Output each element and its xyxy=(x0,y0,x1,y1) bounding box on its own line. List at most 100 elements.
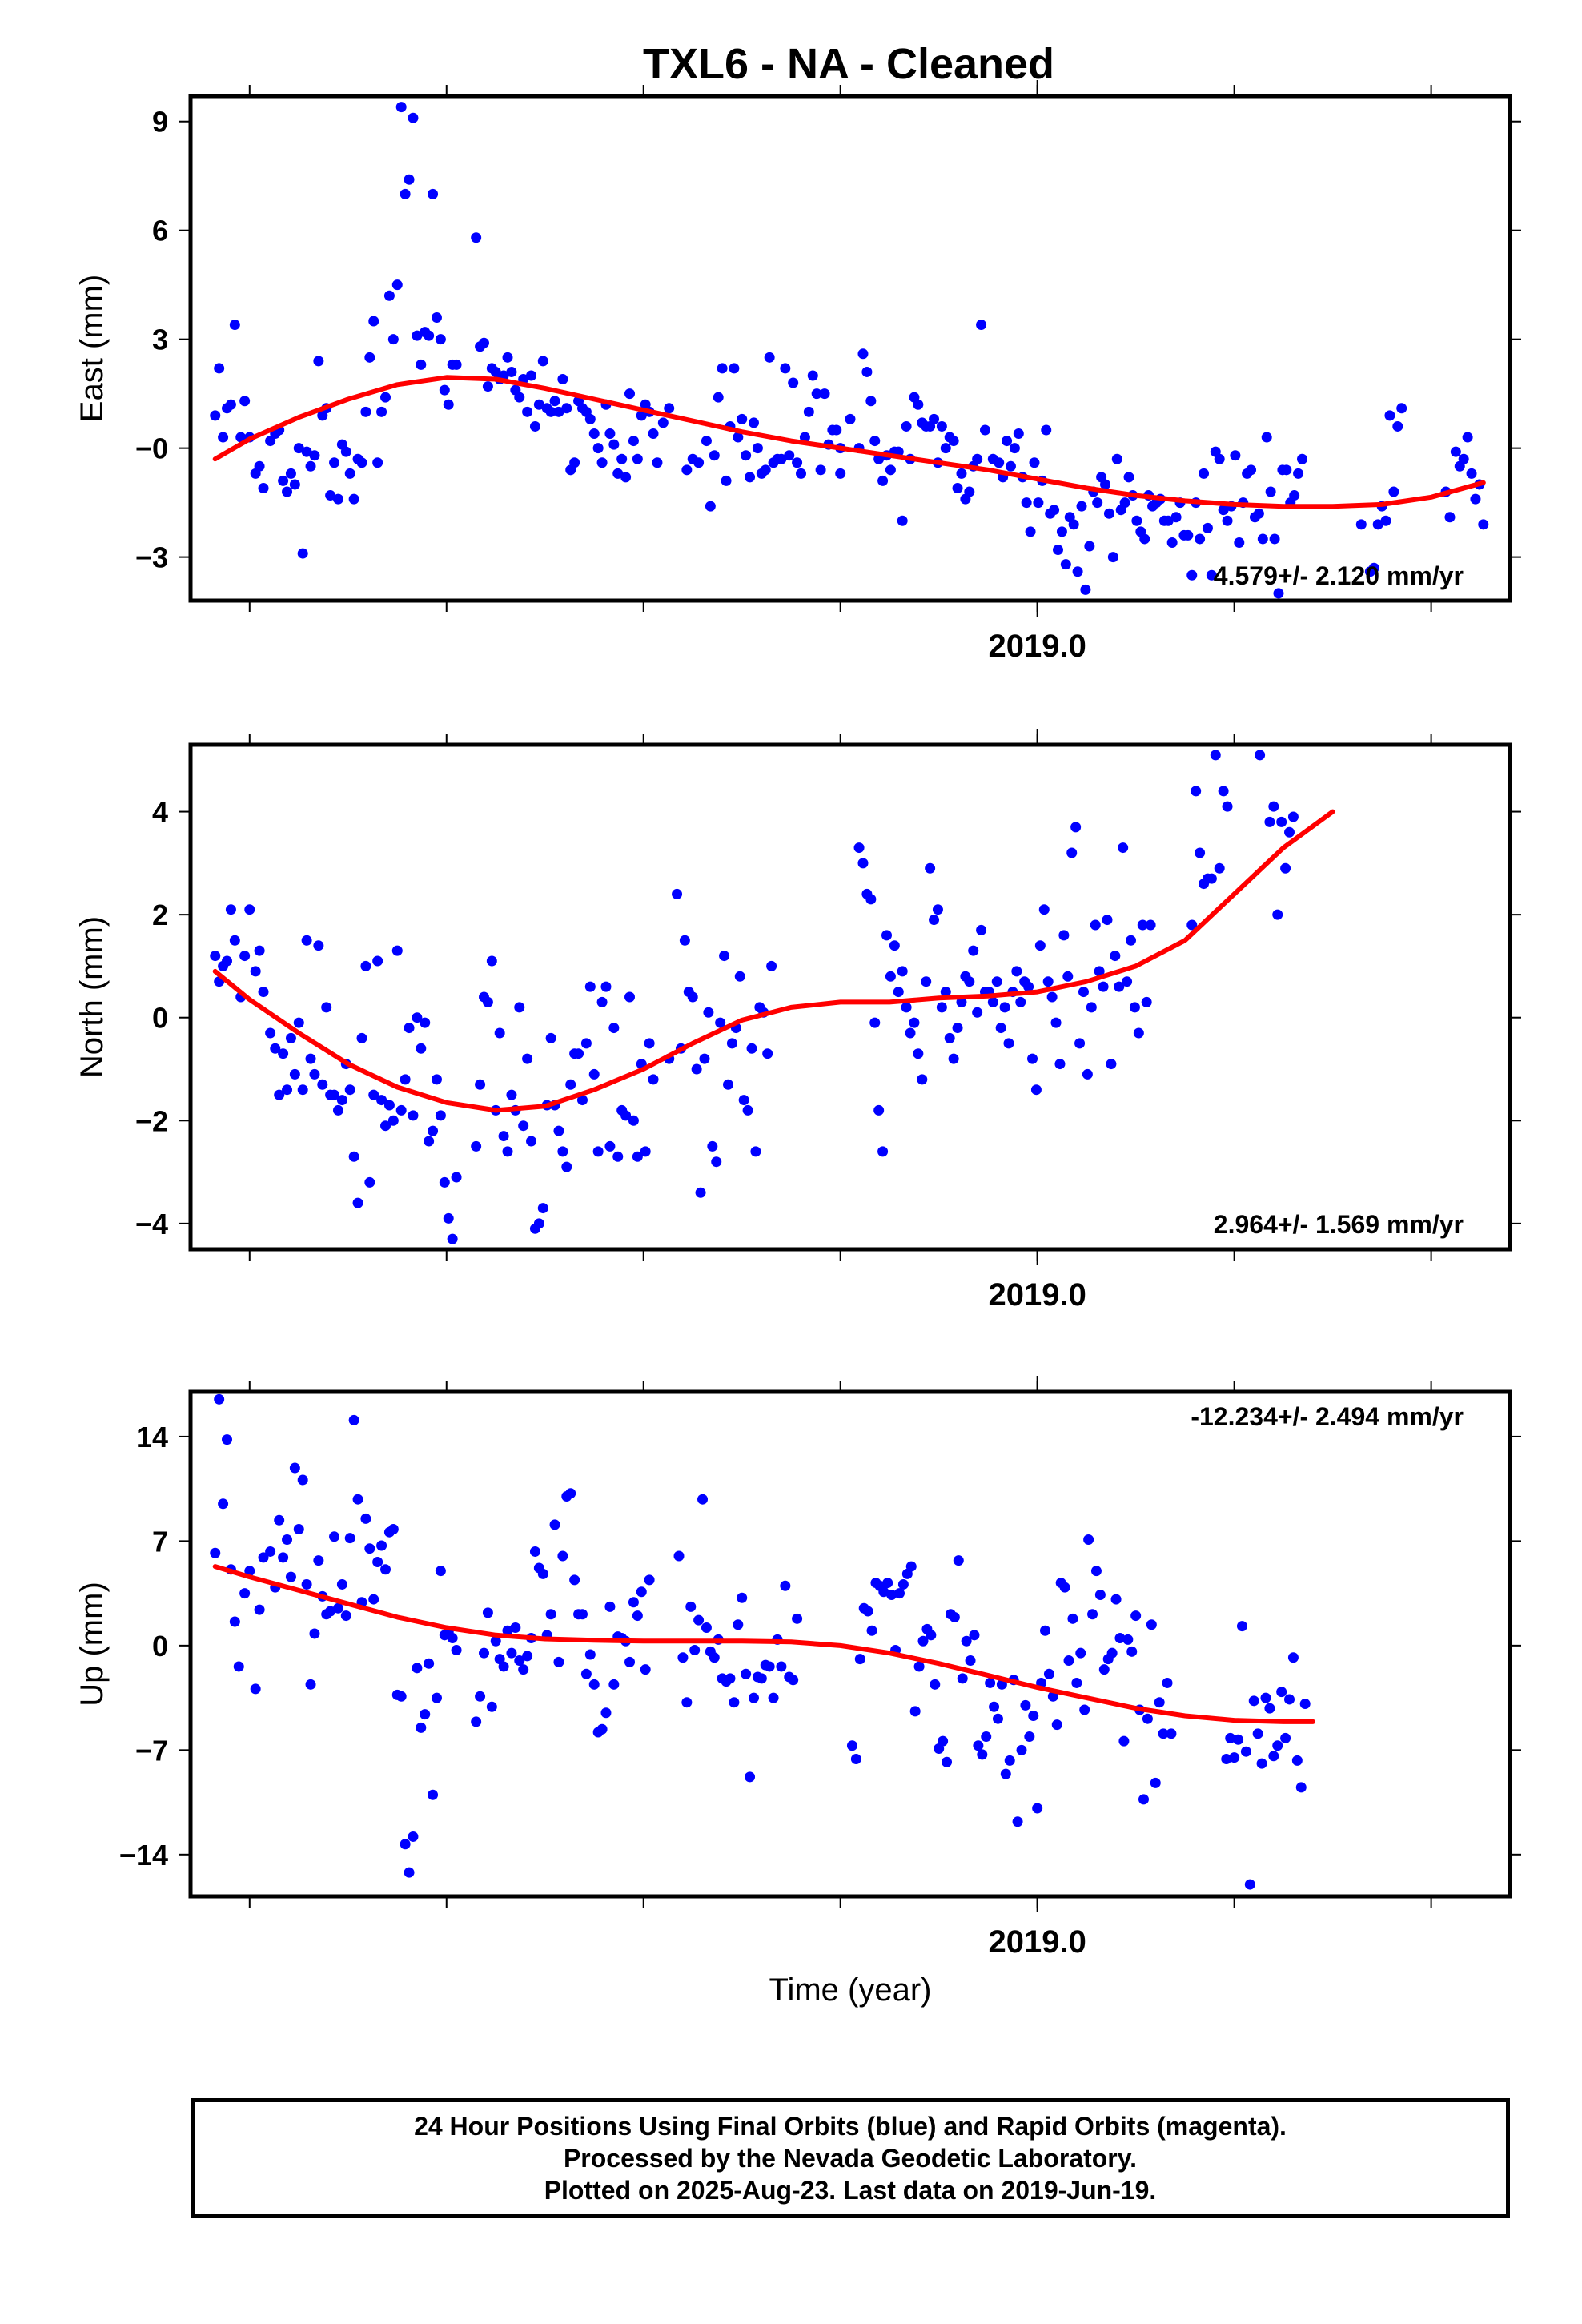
data-point xyxy=(648,428,659,440)
data-point xyxy=(557,374,568,385)
data-point xyxy=(745,1771,756,1783)
data-point xyxy=(340,1610,351,1622)
data-point xyxy=(1062,971,1074,982)
y-tick-label: 7 xyxy=(152,1525,168,1558)
data-point xyxy=(1222,515,1233,526)
data-point xyxy=(1276,816,1287,827)
data-point xyxy=(964,486,975,497)
data-point xyxy=(1094,966,1105,977)
data-point xyxy=(332,1104,343,1116)
data-point xyxy=(447,1633,458,1644)
data-point xyxy=(936,420,947,432)
data-point xyxy=(940,987,951,998)
data-point xyxy=(424,330,435,341)
data-point xyxy=(952,1023,963,1034)
data-point xyxy=(278,475,289,486)
data-point xyxy=(1252,1728,1263,1739)
data-point xyxy=(293,1017,304,1028)
data-point xyxy=(1186,569,1198,581)
data-point xyxy=(443,399,454,410)
footer-note-box: 24 Hour Positions Using Final Orbits (bl… xyxy=(191,2098,1510,2218)
data-point xyxy=(796,468,807,479)
data-point xyxy=(932,904,943,915)
data-point xyxy=(537,356,548,367)
data-point xyxy=(989,1701,1000,1712)
data-point xyxy=(854,1654,865,1665)
y-tick-label: 2 xyxy=(152,899,168,931)
data-point xyxy=(957,1673,968,1684)
data-point xyxy=(1154,1697,1165,1708)
data-point xyxy=(1041,424,1052,436)
data-point xyxy=(1466,468,1477,479)
data-point xyxy=(435,334,446,345)
data-point xyxy=(1450,446,1461,457)
data-point xyxy=(376,1095,387,1106)
data-point xyxy=(1384,410,1395,421)
data-point xyxy=(239,951,251,962)
data-point xyxy=(886,1589,897,1600)
data-point xyxy=(329,1531,340,1542)
data-point xyxy=(368,1594,379,1605)
data-point xyxy=(400,188,411,199)
data-point xyxy=(1186,919,1198,931)
data-point xyxy=(835,468,846,479)
data-point xyxy=(1076,501,1087,512)
data-point xyxy=(949,1611,960,1622)
data-point xyxy=(1068,519,1079,530)
data-point xyxy=(604,1140,616,1152)
data-point xyxy=(917,1074,928,1085)
data-point xyxy=(612,468,624,479)
data-point xyxy=(973,1740,984,1751)
data-point xyxy=(1206,569,1217,581)
data-point xyxy=(1287,811,1299,822)
data-point xyxy=(1042,976,1054,987)
data-point xyxy=(636,1586,647,1598)
data-point xyxy=(1025,526,1036,537)
data-point xyxy=(815,464,826,476)
data-point xyxy=(471,1716,482,1727)
data-point xyxy=(1141,996,1152,1007)
data-point xyxy=(1090,919,1101,931)
data-point xyxy=(258,1552,269,1563)
data-point xyxy=(965,1655,976,1667)
data-point xyxy=(428,1125,439,1136)
data-point xyxy=(1079,1704,1090,1715)
data-point xyxy=(293,1523,304,1534)
data-point xyxy=(977,1749,988,1760)
data-point xyxy=(229,935,240,946)
data-point xyxy=(596,996,608,1007)
y-tick-label: −14 xyxy=(119,1839,168,1872)
east-panel: 2019.0 −3 −0 3 6 9 East (mm) 4.579+/- 2.120 mm/… xyxy=(74,80,1521,664)
data-point xyxy=(685,1601,697,1612)
data-point xyxy=(1162,515,1174,526)
data-point xyxy=(364,1543,375,1554)
data-point xyxy=(356,1032,367,1043)
data-point xyxy=(498,1131,509,1142)
data-point xyxy=(1240,1746,1251,1757)
data-point xyxy=(332,1602,343,1614)
data-point xyxy=(301,446,312,457)
data-point xyxy=(807,370,818,381)
data-point xyxy=(1284,1694,1295,1705)
data-point xyxy=(329,457,340,468)
data-point xyxy=(396,1691,407,1702)
data-point xyxy=(1080,584,1091,595)
data-point xyxy=(1013,428,1024,440)
data-point xyxy=(862,1606,873,1617)
data-point xyxy=(681,1697,693,1708)
data-point xyxy=(214,363,225,374)
data-point xyxy=(321,1002,332,1013)
data-point xyxy=(1470,493,1481,505)
data-point xyxy=(451,359,462,370)
data-point xyxy=(258,987,269,998)
data-point xyxy=(305,1679,316,1690)
plot-area xyxy=(210,102,1489,599)
data-point xyxy=(1040,1625,1051,1636)
data-point xyxy=(387,334,399,345)
data-point xyxy=(748,1692,759,1703)
data-point xyxy=(336,1095,347,1106)
data-point xyxy=(372,1556,383,1567)
data-point xyxy=(301,935,312,946)
data-point xyxy=(356,457,367,468)
data-point xyxy=(1056,526,1067,537)
